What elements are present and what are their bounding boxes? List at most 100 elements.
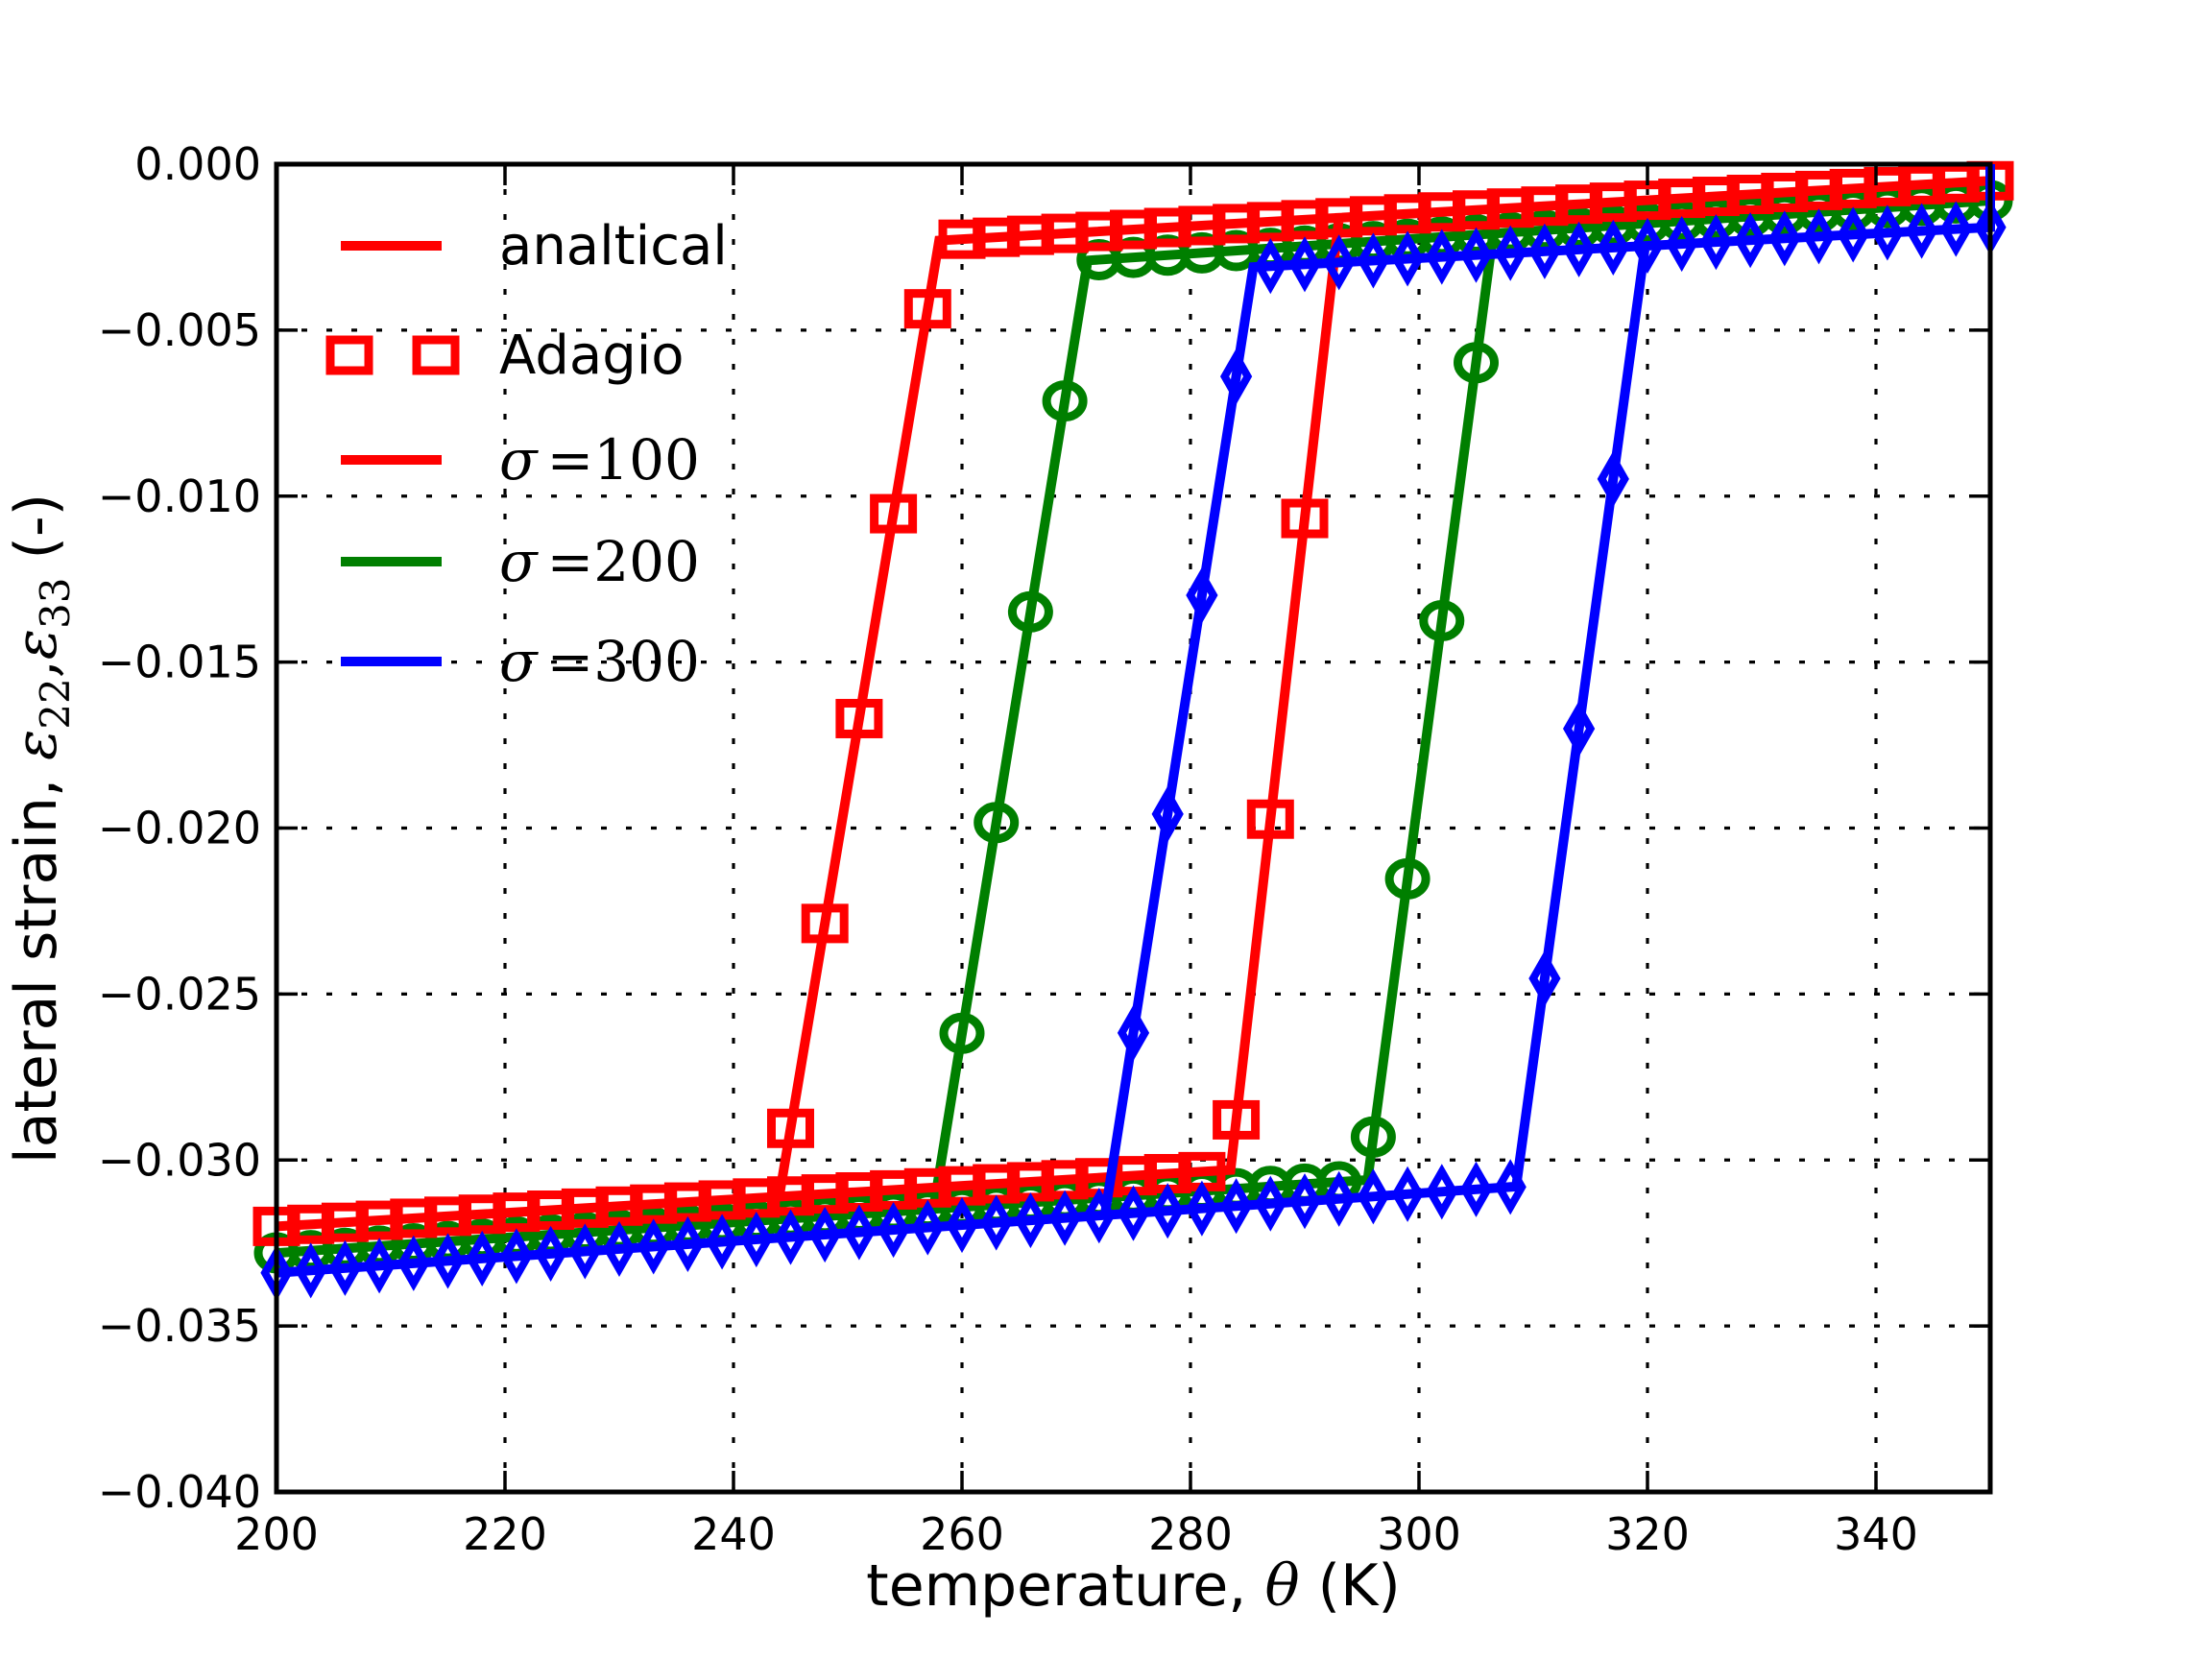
y-axis-label: lateral strain, ε22,ε33 (-) (3, 493, 79, 1164)
diamond-marker (1323, 1170, 1356, 1227)
diamond-marker (946, 1197, 978, 1254)
legend-item-analtical: analtical (341, 215, 728, 277)
circle-marker (939, 1012, 985, 1054)
x-tick-label: 280 (1148, 1508, 1233, 1560)
diamond-marker (1734, 212, 1767, 269)
diamond-marker (671, 1215, 705, 1273)
x-tick-label: 260 (920, 1508, 1004, 1560)
circle-marker (1454, 342, 1499, 384)
legend-label: Adagio (499, 325, 685, 387)
axes-frame (274, 161, 1993, 1495)
y-tick-label: −0.010 (98, 470, 261, 522)
diamond-marker (1871, 204, 1904, 261)
diamond-marker (843, 1204, 876, 1261)
series-sigma-100-line (276, 164, 1995, 1232)
diamond-marker (1014, 1192, 1047, 1249)
diamond-marker (1939, 201, 1972, 257)
diamond-marker (568, 1223, 601, 1280)
legend-square-marker (325, 335, 373, 375)
diamond-marker (808, 1206, 841, 1263)
diamond-marker (431, 1233, 465, 1289)
diamond-marker (1288, 1173, 1321, 1230)
x-tick-label: 300 (1377, 1508, 1461, 1560)
legend-label: σ =100 (499, 427, 700, 493)
legend: analtical Adagio σ =100 σ =200 σ =300 (325, 215, 728, 694)
diamond-marker (980, 1194, 1013, 1251)
square-marker (870, 493, 918, 534)
diamond-marker (1905, 203, 1938, 259)
circle-marker (1007, 590, 1053, 633)
legend-label: analtical (499, 215, 728, 277)
y-tick-label: −0.040 (98, 1466, 261, 1518)
x-axis-label: temperature, θ (K) (866, 1552, 1401, 1620)
diamond-marker (363, 1238, 396, 1294)
diamond-marker (295, 1242, 327, 1299)
diamond-marker (397, 1235, 430, 1291)
diamond-marker (1562, 700, 1596, 757)
diamond-marker (1186, 1180, 1218, 1237)
diamond-marker (1117, 1185, 1150, 1241)
diamond-marker (877, 1201, 910, 1259)
diamond-marker (603, 1220, 636, 1278)
diamond-marker (1597, 219, 1629, 276)
diamond-marker (1494, 225, 1527, 281)
circle-marker (1042, 380, 1088, 422)
diamond-marker (1083, 1188, 1116, 1244)
diamond-marker (1459, 227, 1493, 283)
diamond-marker (1186, 566, 1218, 624)
circle-marker (1419, 600, 1465, 642)
diamond-marker (1391, 1166, 1424, 1222)
diamond-marker (1357, 232, 1390, 289)
diamond-marker (1426, 1164, 1458, 1220)
legend-item-σ=300: σ =300 (341, 629, 700, 694)
diamond-marker (328, 1239, 362, 1296)
diamond-marker (774, 1209, 807, 1265)
diamond-marker (1117, 1004, 1150, 1061)
series-sigma-300-markers (260, 199, 2007, 1301)
diamond-marker (637, 1218, 670, 1275)
y-tick-label: −0.030 (98, 1134, 261, 1186)
square-marker (903, 289, 951, 329)
circle-marker (1384, 857, 1431, 900)
legend-item-σ=200: σ =200 (341, 529, 700, 594)
legend-label: σ =300 (499, 629, 700, 694)
diamond-marker (1459, 1161, 1493, 1217)
x-tick-label: 200 (234, 1508, 319, 1560)
diamond-marker (1802, 208, 1836, 265)
square-marker (1281, 498, 1329, 539)
diamond-marker (466, 1230, 498, 1286)
diamond-marker (1357, 1168, 1390, 1225)
x-tick-label: 220 (463, 1508, 547, 1560)
diamond-marker (1254, 1175, 1286, 1232)
diamond-marker (1426, 228, 1458, 285)
diamond-marker (1562, 221, 1596, 277)
diamond-marker (1288, 236, 1321, 293)
diamond-marker (706, 1214, 738, 1270)
diamond-marker (1528, 950, 1561, 1007)
diamond-marker (1837, 206, 1869, 263)
x-tick-label: 320 (1605, 1508, 1690, 1560)
diamond-marker (500, 1228, 533, 1285)
diamond-marker (1219, 1178, 1253, 1235)
legend-item-Adagio: Adagio (325, 325, 685, 387)
diamond-marker (1597, 450, 1629, 507)
legend-label: σ =200 (499, 529, 700, 594)
diamond-marker (1768, 210, 1801, 267)
y-tick-label: −0.020 (98, 803, 261, 854)
y-tick-label: −0.035 (98, 1300, 261, 1352)
x-tick-label: 240 (691, 1508, 776, 1560)
legend-square-marker (412, 335, 460, 375)
diamond-marker (911, 1199, 944, 1256)
diamond-marker (1219, 349, 1253, 405)
series-sigma-300 (260, 164, 2007, 1301)
legend-item-σ=100: σ =100 (341, 427, 700, 493)
y-tick-label: −0.015 (98, 637, 261, 688)
y-tick-label: −0.005 (98, 304, 261, 356)
diamond-marker (740, 1211, 773, 1268)
diamond-marker (1048, 1190, 1081, 1246)
diamond-marker (1151, 785, 1184, 842)
y-tick-label: 0.000 (134, 138, 261, 190)
diamond-marker (1631, 217, 1664, 275)
tick-labels: 200 220 240 260 280 300 320 340 0.000 −0.005 −0.01… (98, 138, 1918, 1560)
